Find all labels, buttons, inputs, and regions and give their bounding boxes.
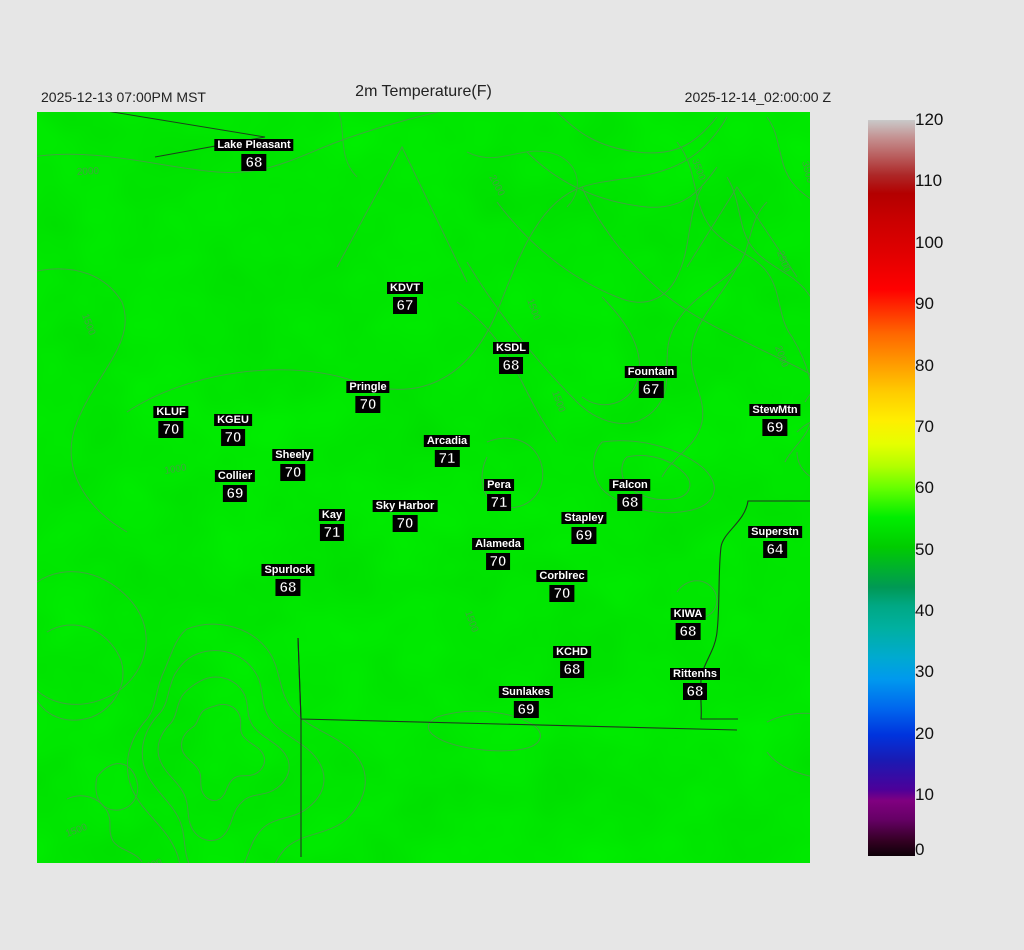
svg-text:2000: 2000 [77, 166, 100, 178]
